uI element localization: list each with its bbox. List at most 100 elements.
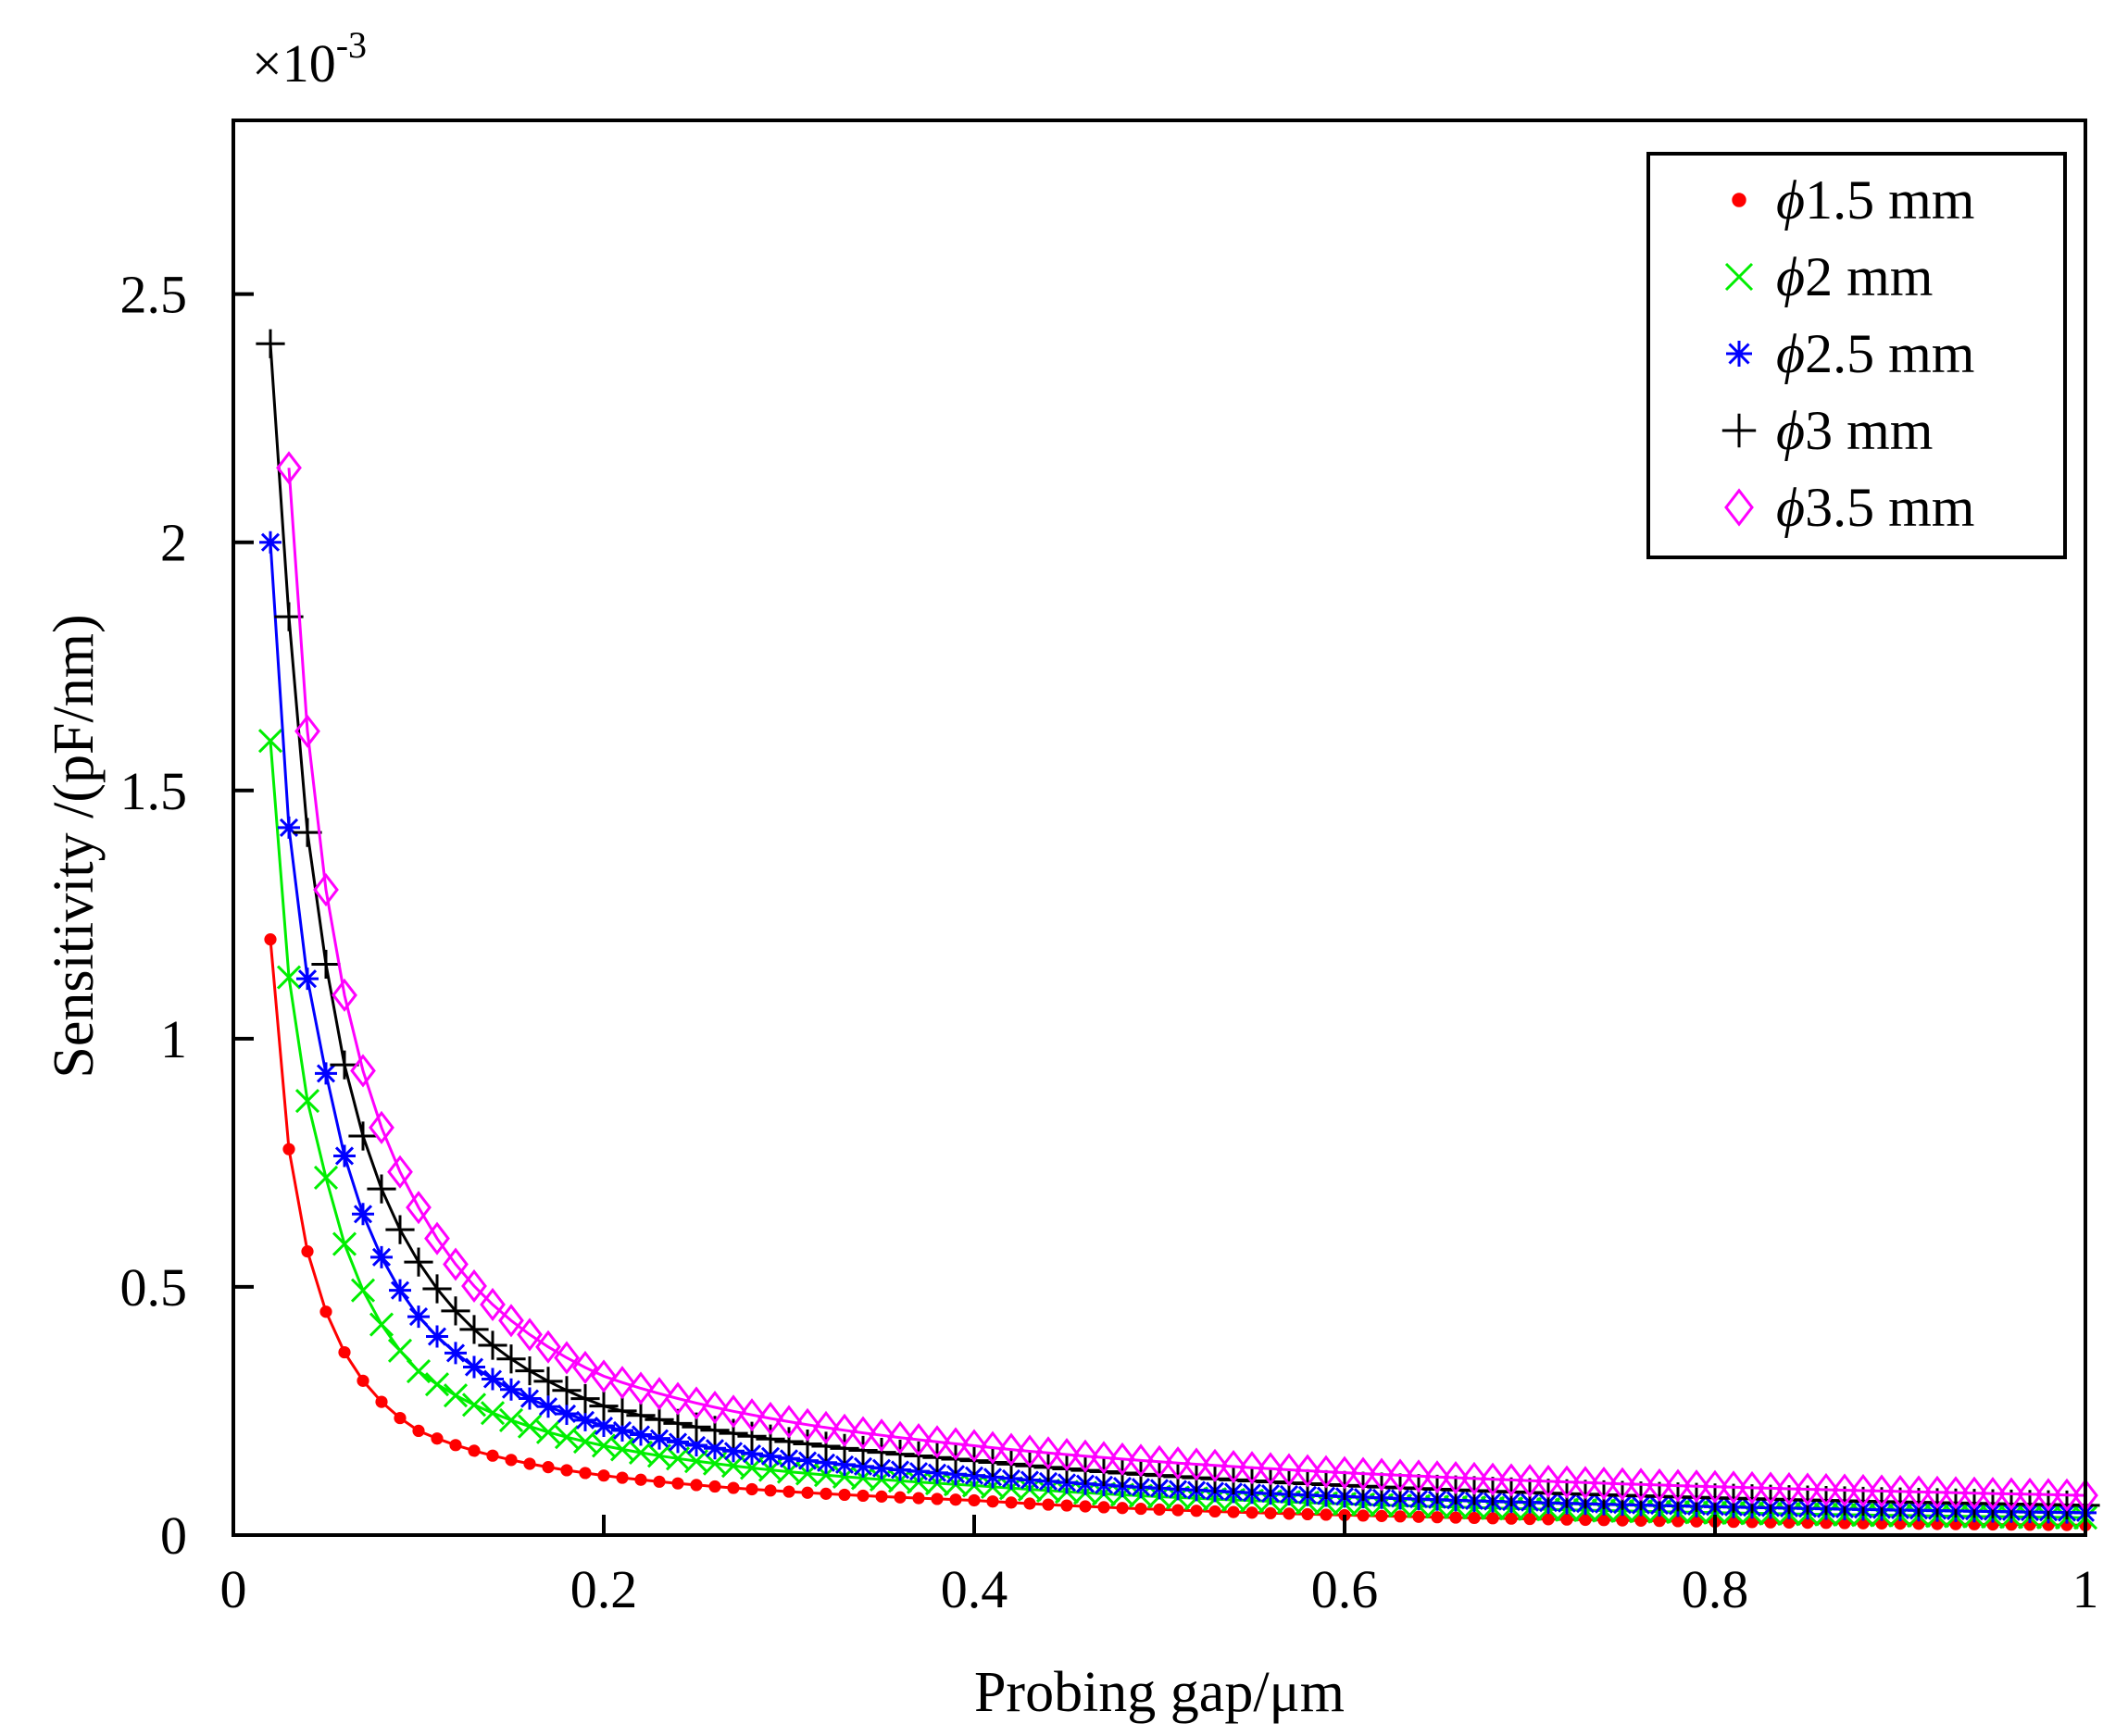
data-point [1153,1503,1166,1516]
data-point [1443,1460,1469,1495]
data-point [1998,1477,2024,1511]
data-point [301,1245,314,1258]
data-point [1498,1463,1524,1497]
data-point [591,1359,617,1393]
data-point [757,1401,783,1436]
data-point [1005,1496,1018,1509]
data-point [1776,1471,1802,1506]
data-point [486,1449,499,1462]
data-point [1116,1502,1129,1515]
data-point [570,1384,600,1414]
data-point [616,1471,629,1484]
data-point [1424,1460,1450,1494]
data-point [850,1416,876,1450]
x-tick-label: 1 [2072,1559,2099,1619]
data-point [505,1454,518,1467]
data-point [1857,1517,1870,1530]
data-point [1535,1464,1561,1498]
data-point [313,1165,339,1191]
data-point [1283,1507,1296,1520]
data-point [1832,1473,1858,1507]
data-point [412,1424,425,1438]
data-point [764,1484,777,1497]
data-point [407,1305,430,1329]
y-tick-label: 2 [160,513,187,573]
data-point [256,329,285,358]
data-point [667,1430,689,1454]
data-point [759,1444,782,1467]
data-point [1320,1508,1333,1521]
data-point [1239,1451,1265,1485]
data-point [579,1467,592,1480]
data-point [813,1410,839,1444]
x-tick-label: 0.8 [1682,1559,1749,1619]
data-point [387,1338,413,1363]
data-point [830,1433,859,1463]
data-point [1227,1505,1240,1518]
data-point [1517,1464,1543,1498]
data-point [278,816,300,839]
data-point [889,1458,911,1481]
data-point [1820,1517,1833,1530]
data-point [1906,1475,1932,1509]
data-point [949,1493,962,1506]
data-point [720,1394,746,1429]
data-point [1616,1514,1629,1527]
data-point [313,872,339,907]
x-axis-title: Probing gap/μm [974,1661,1345,1724]
data-point [1721,1470,1746,1505]
data-point [833,1453,856,1476]
data-point [1042,1498,1055,1511]
data-point [1579,1513,1592,1527]
data-point [431,1432,444,1445]
data-point [515,1355,545,1386]
data-point [1461,1461,1487,1495]
data-point [1208,1505,1221,1518]
data-point [406,1359,432,1384]
data-point [628,1371,654,1405]
y-tick-label: 2.5 [120,265,188,325]
data-point [778,1447,800,1470]
legend-item: ϕ3 mm [1721,400,1933,461]
data-point [875,1490,888,1503]
data-point [554,1341,580,1375]
legend: ϕ1.5 mm ϕ2 mm ϕ2.5 mm ϕ3 mm ϕ3.5 mm [1646,152,2067,559]
data-point [560,1464,573,1477]
axes-layer: 0 0.2 0.4 0.6 0.8 1 0 0.5 1 1.5 2 2.5 ×10-3 Probing g… [43,24,2099,1724]
data-point [887,1420,913,1455]
data-point [593,1415,615,1438]
data-point [1406,1459,1432,1493]
data-point [1369,1457,1395,1492]
data-point [998,1432,1024,1467]
data-point [554,1425,580,1450]
data-point [1301,1507,1314,1521]
data-point [708,1480,721,1493]
data-point [931,1492,944,1505]
series-5 [276,451,2098,1513]
data-point [517,1318,543,1352]
data-point [370,1245,393,1268]
data-point [1560,1513,1573,1526]
data-point [690,1479,703,1492]
data-point [704,1437,726,1460]
data-point [609,1366,635,1400]
data-point [815,1451,837,1474]
data-point [1183,1447,1209,1481]
data-point [424,1221,450,1255]
data-point [1783,1516,1796,1529]
data-point [1394,1510,1407,1523]
data-point [908,1460,930,1483]
data-point [1264,1506,1277,1519]
data-point [449,1439,462,1452]
data-point [294,714,320,748]
plot-frame [232,119,2087,1537]
data-point [444,1342,467,1365]
y-tick-label: 0 [160,1505,187,1566]
data-point [1468,1511,1481,1525]
legend-marker [1721,413,1757,448]
data-point [1850,1473,1876,1508]
data-point [369,1110,394,1144]
data-point [702,1390,728,1425]
data-point [1220,1449,1246,1484]
